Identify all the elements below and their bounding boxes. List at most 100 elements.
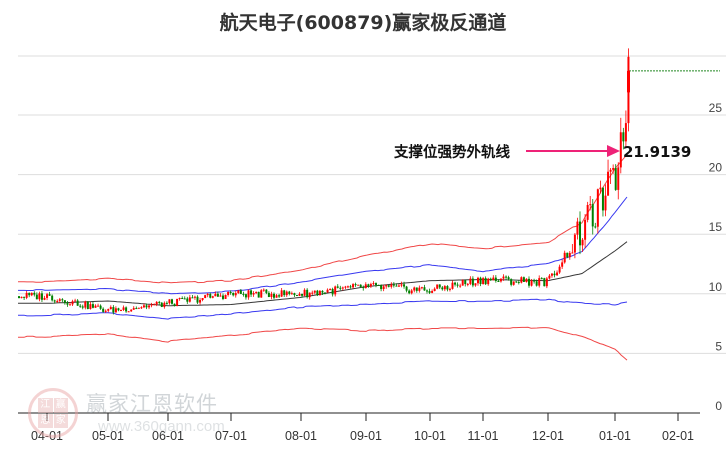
candle — [18, 296, 20, 299]
candle — [117, 308, 120, 311]
candle — [387, 285, 390, 287]
candle — [234, 293, 237, 296]
support-annotation: 支撑位强势外轨线 21.9139 — [394, 143, 691, 161]
candle — [229, 292, 232, 294]
candle — [533, 280, 536, 282]
candle — [232, 292, 235, 296]
candle — [285, 291, 288, 296]
y-tick-label: 10 — [709, 280, 723, 294]
candle — [74, 300, 77, 302]
candle — [420, 287, 423, 289]
candle — [382, 286, 385, 290]
candle — [288, 291, 291, 294]
candle — [489, 278, 492, 281]
candle — [301, 293, 304, 296]
candle — [63, 300, 66, 304]
candle — [165, 302, 168, 304]
candle — [239, 290, 242, 294]
candle — [97, 305, 100, 307]
candle — [326, 289, 329, 293]
candle — [35, 294, 38, 300]
channel-bands — [18, 70, 720, 361]
candle — [260, 290, 263, 298]
candle — [306, 289, 309, 298]
candle — [28, 292, 31, 296]
outer-upper-band-line — [18, 154, 628, 284]
candle — [589, 204, 592, 206]
candle — [25, 292, 28, 298]
candle — [186, 298, 189, 302]
candle — [354, 284, 357, 286]
candle — [140, 307, 143, 309]
candle — [150, 304, 153, 306]
candle — [132, 308, 135, 310]
candle — [168, 299, 171, 304]
candle — [56, 300, 59, 302]
candle — [410, 290, 413, 294]
candle — [471, 278, 474, 286]
candle — [545, 278, 548, 287]
candle — [242, 293, 245, 295]
candle — [433, 288, 436, 292]
candle — [484, 278, 487, 285]
candle — [295, 295, 298, 297]
candle — [247, 290, 250, 298]
candle — [204, 295, 207, 298]
candle — [303, 289, 306, 296]
candle — [84, 301, 87, 308]
candle — [492, 277, 495, 281]
candle — [400, 284, 403, 286]
candle — [594, 226, 597, 228]
candle — [30, 292, 33, 296]
candle — [308, 292, 311, 298]
candle — [423, 287, 426, 291]
candle — [380, 285, 383, 290]
candle — [561, 262, 564, 267]
candle — [81, 306, 84, 308]
candle — [158, 301, 161, 303]
candle — [436, 284, 439, 289]
candle — [280, 290, 283, 297]
candle — [331, 288, 334, 295]
candle — [362, 287, 365, 289]
candle — [397, 285, 400, 287]
candle — [94, 305, 97, 308]
candle — [334, 286, 337, 295]
candle — [464, 280, 467, 285]
candle — [461, 280, 464, 286]
x-tick-label: 04-01 — [31, 429, 63, 443]
candle — [193, 296, 196, 298]
candle — [227, 292, 230, 296]
candle — [431, 291, 434, 293]
candle — [171, 299, 173, 304]
candle — [418, 287, 421, 291]
x-tick-label: 02-01 — [662, 429, 694, 443]
candle — [505, 276, 508, 278]
candle — [321, 290, 324, 293]
candle — [487, 278, 490, 285]
y-tick-label: 20 — [709, 161, 723, 175]
candle — [497, 280, 500, 282]
candle — [250, 290, 253, 295]
candle — [336, 286, 339, 288]
x-tick-label: 05-01 — [92, 429, 124, 443]
candle — [318, 290, 321, 296]
candle — [209, 293, 212, 298]
chart-title: 航天电子(600879)赢家极反通道 — [219, 12, 507, 34]
candle — [293, 293, 296, 296]
candle — [349, 286, 352, 288]
candle — [61, 299, 64, 301]
candle — [329, 288, 332, 290]
y-tick-label: 15 — [709, 220, 723, 234]
candle — [479, 277, 482, 285]
y-tick-label: 0 — [715, 399, 722, 413]
candle — [188, 297, 191, 302]
candle — [222, 295, 224, 299]
candle — [474, 283, 477, 286]
candle — [579, 221, 581, 246]
candle — [607, 171, 610, 196]
candle — [341, 287, 344, 289]
annotation-label: 支撑位强势外轨线 — [394, 143, 510, 161]
candle — [617, 167, 620, 190]
candle — [543, 278, 546, 287]
